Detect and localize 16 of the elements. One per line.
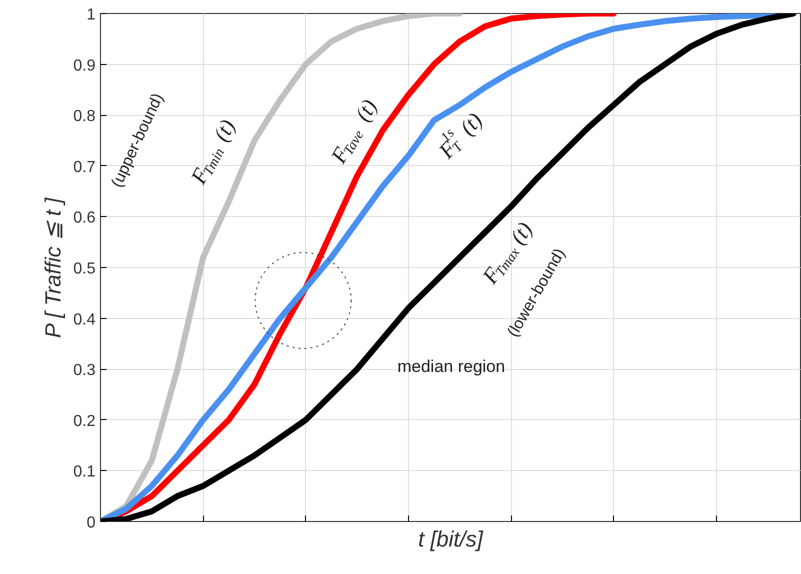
y-tick-label: 0.6 xyxy=(73,210,96,227)
x-axis-title: t [bit/s] xyxy=(418,526,484,552)
text: FTmin(t) xyxy=(185,115,240,189)
y-tick-label: 0.8 xyxy=(73,108,96,126)
y-tick-label: 0 xyxy=(86,514,96,532)
y-tick-label: 0.5 xyxy=(73,260,96,278)
y-tick-label: 0.3 xyxy=(73,362,96,380)
y-tick-label: 1 xyxy=(86,6,96,24)
text: FT1s(t) xyxy=(432,108,488,164)
y-tick-label: 0.2 xyxy=(73,412,96,430)
y-tick-label: 0.7 xyxy=(73,158,96,176)
y-axis-title: P [ Traffic ≦ t ] xyxy=(40,196,66,338)
y-tick-label: 0.9 xyxy=(73,57,96,74)
annotation: median region xyxy=(397,357,506,376)
y-tick-label: 0.4 xyxy=(73,311,96,328)
y-tick-label: 0.1 xyxy=(73,464,96,481)
